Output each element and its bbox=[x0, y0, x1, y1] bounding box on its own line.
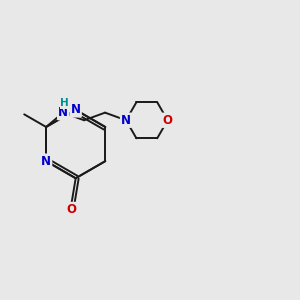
Text: O: O bbox=[66, 203, 76, 216]
Text: N: N bbox=[71, 103, 81, 116]
Text: H: H bbox=[60, 98, 69, 108]
Text: N: N bbox=[41, 154, 51, 168]
Text: N: N bbox=[58, 106, 68, 119]
Text: O: O bbox=[163, 114, 172, 127]
Text: N: N bbox=[121, 114, 131, 127]
